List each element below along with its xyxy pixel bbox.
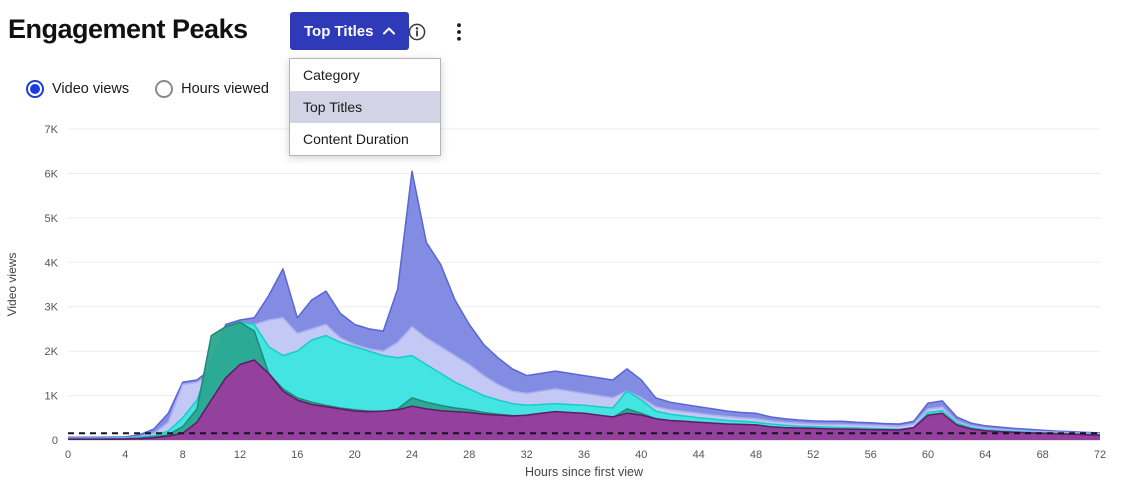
x-tick-label: 48 <box>750 449 762 461</box>
x-tick-label: 72 <box>1094 449 1106 461</box>
x-tick-label: 68 <box>1037 449 1049 461</box>
info-icon[interactable] <box>406 21 428 43</box>
radio-video-views-label: Video views <box>52 81 130 97</box>
vertical-dots-glyph <box>457 23 461 41</box>
x-tick-label: 16 <box>291 449 303 461</box>
x-tick-label: 24 <box>406 449 418 461</box>
y-tick-label: 0 <box>52 435 58 447</box>
x-tick-label: 36 <box>578 449 590 461</box>
metric-radio-group: Video views Hours viewed <box>26 80 269 98</box>
x-tick-label: 32 <box>521 449 533 461</box>
magenta-area <box>68 360 1100 440</box>
breakdown-dropdown-menu: Category Top Titles Content Duration <box>289 58 441 156</box>
y-tick-label: 2K <box>45 346 59 358</box>
x-axis-title: Hours since first view <box>525 465 644 479</box>
radio-unselected-icon <box>155 80 174 98</box>
menu-item-top-titles[interactable]: Top Titles <box>290 91 440 123</box>
radio-selected-icon <box>26 80 44 98</box>
chevron-up-icon <box>383 27 396 35</box>
x-tick-label: 52 <box>807 449 819 461</box>
kebab-menu-icon[interactable] <box>448 21 470 43</box>
x-tick-label: 4 <box>122 449 128 461</box>
y-tick-label: 3K <box>45 302 59 314</box>
menu-item-category[interactable]: Category <box>290 59 440 91</box>
x-tick-label: 0 <box>65 449 71 461</box>
radio-video-views[interactable]: Video views <box>26 80 129 98</box>
y-tick-label: 5K <box>45 213 59 225</box>
dropdown-button-label: Top Titles <box>304 22 374 40</box>
y-tick-label: 1K <box>45 391 59 403</box>
breakdown-dropdown-button[interactable]: Top Titles <box>290 12 410 50</box>
y-tick-label: 7K <box>45 124 59 136</box>
menu-item-content-duration[interactable]: Content Duration <box>290 123 440 155</box>
panel-header: Engagement Peaks Top Titles <box>0 0 1132 56</box>
x-tick-label: 12 <box>234 449 246 461</box>
circle-i-glyph <box>408 23 426 41</box>
radio-hours-viewed-label: Hours viewed <box>181 81 269 97</box>
y-tick-label: 6K <box>45 168 59 180</box>
page-title: Engagement Peaks <box>8 14 248 44</box>
radio-hours-viewed[interactable]: Hours viewed <box>155 80 269 98</box>
y-axis-title: Video views <box>5 253 19 317</box>
y-tick-label: 4K <box>45 257 59 269</box>
x-tick-label: 40 <box>635 449 647 461</box>
indigo-area-line <box>68 170 1101 439</box>
x-tick-label: 8 <box>180 449 186 461</box>
x-tick-label: 44 <box>693 449 705 461</box>
x-tick-label: 28 <box>463 449 475 461</box>
magenta-area-line <box>68 359 1101 441</box>
x-tick-label: 20 <box>349 449 361 461</box>
x-tick-label: 60 <box>922 449 934 461</box>
x-tick-label: 56 <box>865 449 877 461</box>
x-tick-label: 64 <box>979 449 991 461</box>
